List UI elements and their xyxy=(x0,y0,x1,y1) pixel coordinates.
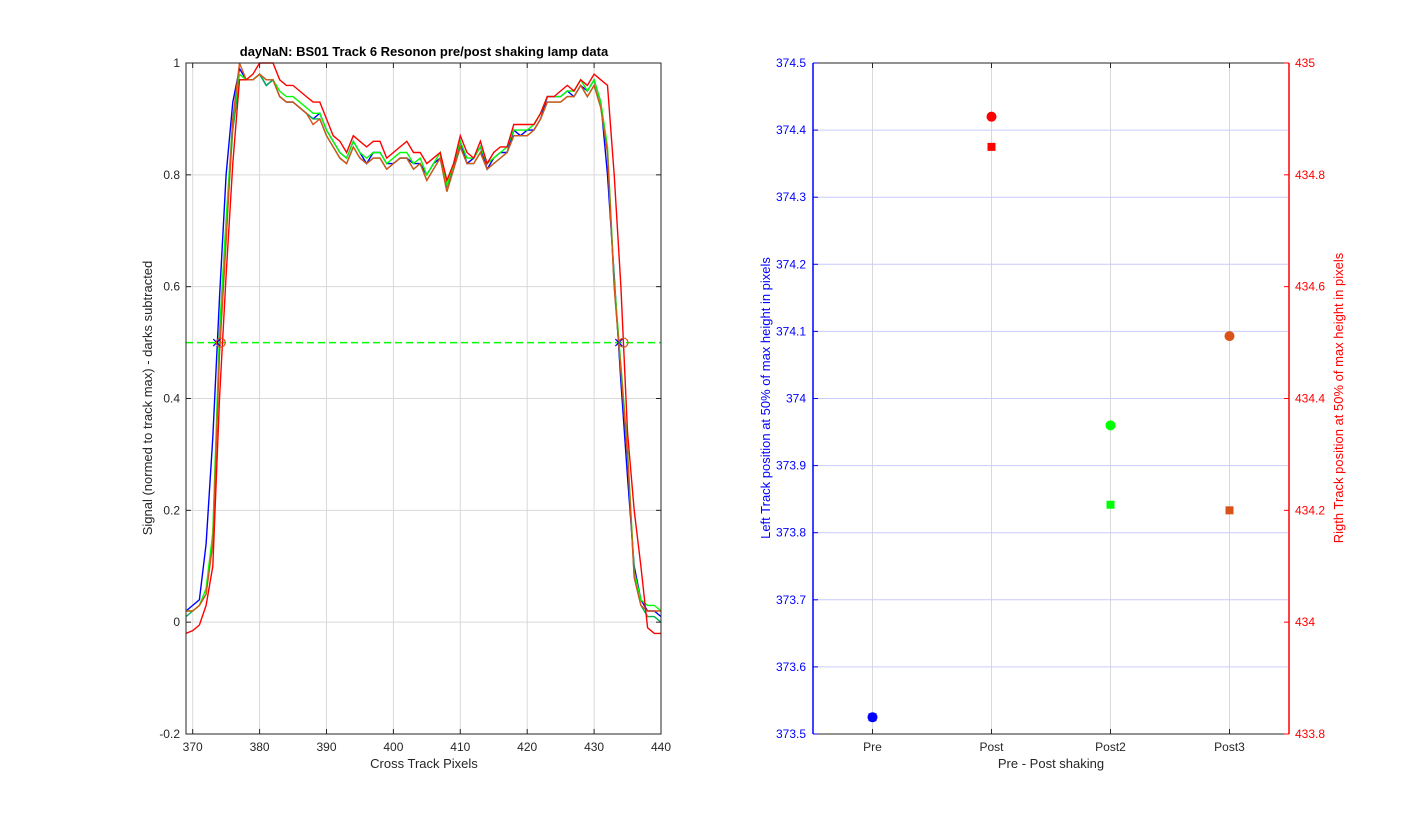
right-axis-tick-label: 433.8 xyxy=(1295,727,1325,741)
left-x-tick-label: 380 xyxy=(250,740,270,754)
left-chart-title: dayNaN: BS01 Track 6 Resonon pre/post sh… xyxy=(240,44,609,59)
right-left-axis-ticks: 373.5 373.6 373.7 373.8 373.9 374 374.1 374.2 37… xyxy=(776,56,818,741)
left-axis-tick-label: 374 xyxy=(786,392,806,406)
left-y-tick-label: 0.8 xyxy=(163,168,180,182)
left-chart: dayNaN: BS01 Track 6 Resonon pre/post sh… xyxy=(140,44,671,771)
left-x-tick-label: 390 xyxy=(316,740,336,754)
left-x-tick-label: 430 xyxy=(584,740,604,754)
left-x-tick-label: 440 xyxy=(651,740,671,754)
left-axis-tick-label: 374.2 xyxy=(776,257,806,271)
right-axis-square-point xyxy=(1106,500,1115,509)
left-axis-circle-point xyxy=(986,111,997,122)
left-x-tick-label: 420 xyxy=(517,740,537,754)
left-series-lines xyxy=(185,62,662,635)
left-y-ticks: -0.2 0 0.2 0.4 0.6 0.8 1 xyxy=(159,56,661,741)
left-y-axis-label: Signal (normed to track max) - darks sub… xyxy=(140,261,155,536)
right-right-axis-ticks: 433.8 434 434.2 434.4 434.6 434.8 435 xyxy=(1284,56,1325,741)
left-y-tick-label: 1 xyxy=(173,56,180,70)
right-axis-tick-label: 434.2 xyxy=(1295,503,1325,517)
left-x-tick-label: 410 xyxy=(450,740,470,754)
left-axis-tick-label: 373.5 xyxy=(776,727,806,741)
left-axis-circle-point xyxy=(1224,331,1235,342)
left-axis-tick-label: 373.6 xyxy=(776,660,806,674)
left-axis-tick-label: 374.4 xyxy=(776,123,806,137)
series-line xyxy=(185,73,662,623)
right-axis-tick-label: 434 xyxy=(1295,615,1315,629)
left-grid xyxy=(186,62,662,735)
series-line xyxy=(186,62,661,612)
left-axis-tick-label: 374.5 xyxy=(776,56,806,70)
left-axis-tick-label: 374.1 xyxy=(776,324,806,338)
right-axis-tick-label: 434.6 xyxy=(1295,280,1325,294)
right-axis-tick-label: 434.4 xyxy=(1295,392,1325,406)
left-y-tick-label: 0 xyxy=(173,615,180,629)
right-x-tick-label: Post3 xyxy=(1214,740,1245,754)
right-axis-tick-label: 434.8 xyxy=(1295,168,1325,182)
right-chart: Pre Post Post2 Post3 373.5373.6373.7373.837… xyxy=(758,56,1346,771)
left-x-axis-label: Cross Track Pixels xyxy=(370,756,478,771)
right-axis-square-point xyxy=(1225,506,1234,515)
left-axis-tick-label: 374.3 xyxy=(776,190,806,204)
left-y-tick-label: 0.4 xyxy=(163,392,180,406)
right-x-ticks: Pre Post Post2 Post3 xyxy=(863,63,1245,754)
left-x-tick-label: 400 xyxy=(383,740,403,754)
right-x-tick-label: Post xyxy=(979,740,1004,754)
left-x-ticks: 370 380 390 400 410 420 430 440 xyxy=(183,63,671,754)
right-axis-square-point xyxy=(987,142,996,151)
right-x-axis-label: Pre - Post shaking xyxy=(998,756,1104,771)
series-line xyxy=(185,62,661,635)
left-y-tick-label: 0.2 xyxy=(163,503,180,517)
left-axis-tick-label: 373.7 xyxy=(776,593,806,607)
right-x-tick-label: Pre xyxy=(863,740,882,754)
right-axis-square-point xyxy=(868,713,877,722)
left-x-tick-label: 370 xyxy=(183,740,203,754)
left-y-tick-label: -0.2 xyxy=(159,727,180,741)
left-axis-tick-label: 373.8 xyxy=(776,526,806,540)
left-axis-circle-point xyxy=(1105,420,1116,431)
half-max-circle-marker xyxy=(215,337,226,348)
right-right-axis-label: Rigth Track position at 50% of max heigh… xyxy=(1331,252,1346,543)
right-x-tick-label: Post2 xyxy=(1095,740,1126,754)
right-points xyxy=(867,111,1235,723)
right-axis-tick-label: 435 xyxy=(1295,56,1315,70)
half-max-circle-marker xyxy=(618,337,629,348)
right-grid xyxy=(813,62,1289,735)
right-left-axis-label: Left Track position at 50% of max height… xyxy=(758,257,773,539)
left-axis-tick-label: 373.9 xyxy=(776,459,806,473)
left-half-max-markers xyxy=(212,337,629,348)
left-y-tick-label: 0.6 xyxy=(163,280,180,294)
